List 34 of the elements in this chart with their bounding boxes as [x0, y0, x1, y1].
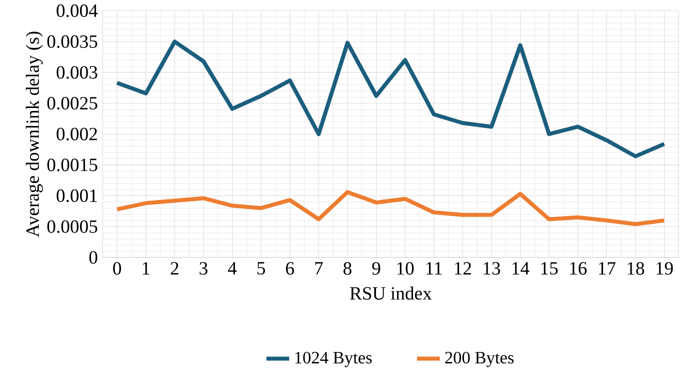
- legend-label: 200 Bytes: [445, 352, 514, 368]
- x-tick-label: 11: [426, 262, 442, 275]
- x-tick-label: 9: [372, 262, 380, 275]
- x-tick-label: 0: [113, 262, 122, 275]
- x-tick-label: 16: [570, 262, 587, 275]
- x-axis-title: RSU index: [350, 286, 432, 300]
- x-tick-label: 8: [344, 262, 352, 275]
- legend-label: 1024 Bytes: [295, 352, 372, 368]
- y-tick-label: 0.0025: [47, 97, 98, 110]
- x-tick-label: 7: [315, 262, 323, 274]
- x-tick-label: 17: [598, 262, 616, 275]
- x-tick-label: 18: [628, 262, 644, 275]
- x-tick-label: 15: [541, 262, 558, 275]
- y-tick-label: 0.002: [56, 128, 97, 141]
- line-series: [115, 40, 666, 158]
- x-tick-label: 14: [512, 262, 530, 275]
- x-tick-label: 5: [257, 262, 266, 275]
- x-tick-label: 10: [397, 262, 414, 275]
- x-tick-label: 19: [656, 262, 673, 275]
- x-tick-label: 12: [454, 262, 471, 275]
- x-tick-label: 13: [484, 262, 500, 275]
- x-tick-label: 4: [228, 262, 237, 275]
- x-tick-label: 1: [142, 262, 150, 275]
- y-tick-label: 0.001: [56, 190, 97, 202]
- y-tick-label: 0: [89, 251, 98, 264]
- y-tick-label: 0.0035: [47, 35, 98, 48]
- y-tick-label: 0.003: [56, 66, 98, 79]
- x-tick-label: 3: [200, 262, 208, 275]
- x-tick-label: 6: [286, 262, 294, 275]
- y-tick-label: 0.0005: [47, 220, 98, 234]
- y-axis-title: Average downlink delay (s): [26, 32, 43, 238]
- y-tick-label: 0.004: [56, 4, 98, 18]
- y-tick-label: 0.0015: [47, 158, 98, 172]
- x-tick-label: 2: [170, 262, 178, 275]
